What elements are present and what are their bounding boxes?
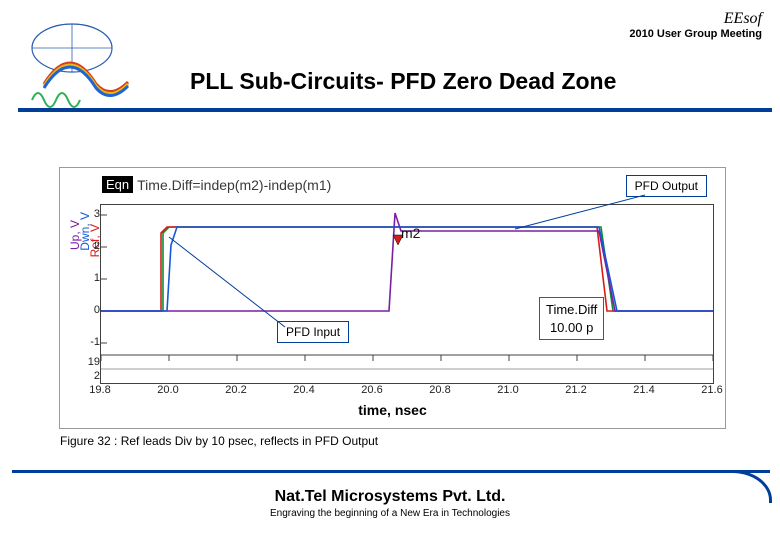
xtick: 21.6 xyxy=(701,384,722,396)
callout-output: PFD Output xyxy=(626,175,707,197)
callout-input-line xyxy=(167,235,287,331)
ytick: -1 xyxy=(90,336,100,348)
xtick: 20.4 xyxy=(293,384,314,396)
xtick: 20.2 xyxy=(225,384,246,396)
company-tagline: Engraving the beginning of a New Era in … xyxy=(0,508,780,519)
eqn-tag: Eqn xyxy=(102,176,133,193)
callout-input: PFD Input xyxy=(277,321,349,343)
company-name: Nat.Tel Microsystems Pvt. Ltd. xyxy=(0,488,780,506)
title-underline xyxy=(18,108,772,112)
x-axis-label: time, nsec xyxy=(60,402,725,418)
xtick: 21.4 xyxy=(633,384,654,396)
xtick: 20.8 xyxy=(429,384,450,396)
eqn-text: Time.Diff=indep(m2)-indep(m1) xyxy=(137,177,331,193)
slide: EEsof 2010 User Group Meeting PLL Sub-Ci… xyxy=(0,0,780,540)
eesof-brand: EEsof xyxy=(724,10,762,28)
xtick: 20.0 xyxy=(157,384,178,396)
y-ticks: 3 2 1 0 -1 19 2 xyxy=(90,204,100,382)
xtick: 19.8 xyxy=(89,384,110,396)
marker-m2-label: m2 xyxy=(401,225,420,241)
callout-output-line xyxy=(505,195,645,235)
readout-line1: Time.Diff xyxy=(546,301,597,319)
slide-title: PLL Sub-Circuits- PFD Zero Dead Zone xyxy=(190,68,616,95)
equation-row: Eqn Time.Diff=indep(m2)-indep(m1) xyxy=(102,176,331,193)
xtick: 21.0 xyxy=(497,384,518,396)
xtick: 21.2 xyxy=(565,384,586,396)
chart-panel: Eqn Time.Diff=indep(m2)-indep(m1) Up, V … xyxy=(60,168,725,428)
logo-graphic xyxy=(30,22,130,108)
meeting-label: 2010 User Group Meeting xyxy=(629,28,762,40)
time-diff-readout: Time.Diff 10.00 p xyxy=(539,297,604,340)
ytick: 19 xyxy=(88,356,100,368)
plot-area: PFD Output PFD Input m2 Time.Diff 10.00 … xyxy=(100,204,714,384)
figure-caption: Figure 32 : Ref leads Div by 10 psec, re… xyxy=(60,434,378,448)
footer-rule xyxy=(12,470,770,473)
x-ticks: 19.8 20.0 20.2 20.4 20.6 20.8 21.0 21.2 … xyxy=(100,384,712,398)
readout-line2: 10.00 p xyxy=(546,319,597,337)
xtick: 20.6 xyxy=(361,384,382,396)
